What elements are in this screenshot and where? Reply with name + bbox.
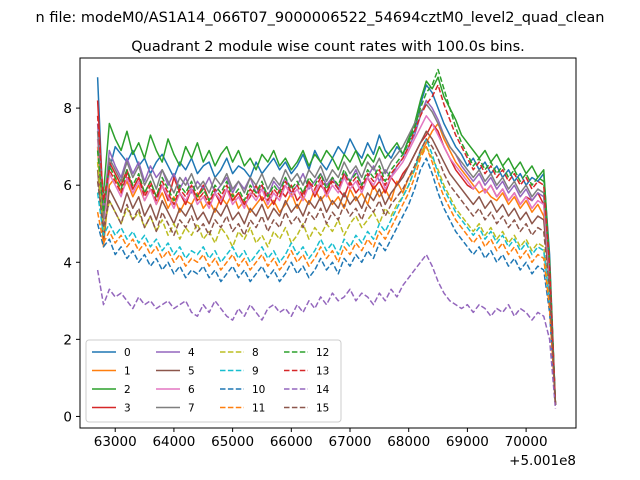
legend-label-9: 9	[252, 366, 259, 378]
legend-label-1: 1	[124, 366, 131, 378]
series-layer	[96, 68, 557, 409]
legend-label-10: 10	[252, 384, 265, 396]
legend-label-12: 12	[316, 347, 329, 359]
series-line-14	[96, 253, 557, 409]
legend-label-5: 5	[188, 366, 195, 378]
suptitle: n file: modeM0/AS1A14_066T07_9000006522_…	[36, 10, 605, 26]
x-tick-label: 63000	[94, 434, 137, 450]
legend-label-11: 11	[252, 403, 265, 415]
legend-label-6: 6	[188, 384, 195, 396]
x-tick-label: 64000	[152, 434, 195, 450]
series-line-12	[96, 68, 557, 405]
x-tick-label: 69000	[446, 434, 489, 450]
x-tick-label: 65000	[211, 434, 254, 450]
series-line-13	[96, 84, 557, 405]
y-tick-label: 8	[63, 101, 72, 117]
series-line-15	[96, 138, 557, 405]
legend-label-4: 4	[188, 347, 195, 359]
legend-box	[85, 339, 342, 423]
chart-title: Quadrant 2 module wise count rates with …	[131, 39, 525, 55]
x-tick-label: 68000	[387, 434, 430, 450]
legend-label-15: 15	[316, 403, 329, 415]
legend-label-13: 13	[316, 366, 329, 378]
series-line-9	[96, 138, 557, 405]
legend-label-2: 2	[124, 384, 131, 396]
legend-label-3: 3	[124, 403, 131, 415]
series-line-11	[96, 145, 557, 405]
y-tick-label: 0	[63, 409, 72, 425]
x-tick-label: 67000	[329, 434, 372, 450]
y-tick-label: 2	[63, 332, 72, 348]
x-offset-label: +5.001e8	[509, 453, 576, 469]
legend-label-14: 14	[316, 384, 330, 396]
plot-frame	[79, 57, 577, 429]
series-line-7	[96, 103, 557, 405]
legend-label-8: 8	[252, 347, 259, 359]
series-line-6	[96, 115, 557, 405]
series-line-10	[96, 157, 557, 405]
y-tick-label: 4	[63, 255, 72, 271]
series-line-4	[96, 99, 557, 405]
y-tick-label: 6	[63, 178, 72, 194]
x-tick-label: 66000	[270, 434, 313, 450]
legend-label-7: 7	[188, 403, 195, 415]
legend-label-0: 0	[124, 347, 131, 359]
x-tick-label: 70000	[505, 434, 548, 450]
axis-layer: 63000 64000 65000 66000 67000 68000 69000 70000…	[63, 101, 547, 450]
